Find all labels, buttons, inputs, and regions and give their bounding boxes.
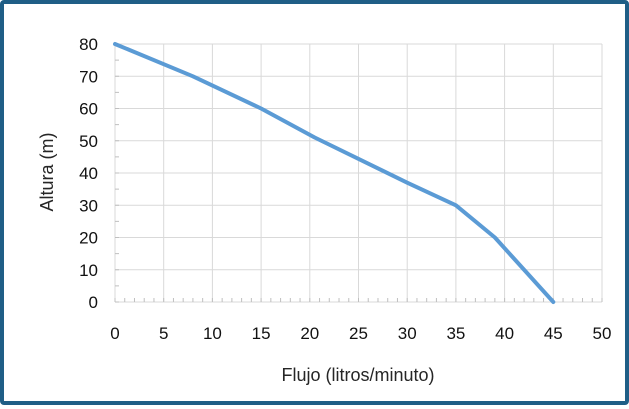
x-tick-label: 30: [398, 324, 417, 343]
x-tick-label: 40: [495, 324, 514, 343]
x-tick-label: 50: [593, 324, 612, 343]
grid-lines: [115, 44, 602, 302]
x-axis-title: Flujo (litros/minuto): [281, 365, 434, 385]
y-tick-label: 10: [79, 261, 98, 280]
x-tick-label: 25: [349, 324, 368, 343]
x-tick-label: 10: [203, 324, 222, 343]
x-tick-label: 35: [446, 324, 465, 343]
tick-labels: 0 10 20 30 40 50 60 70 80 0 5 10 15 20 25 30 35 40 45 50: [79, 35, 611, 343]
line-chart: 0 10 20 30 40 50 60 70 80 0 5 10 15 20 25 30 35 40 45 50 Fl…: [4, 4, 629, 409]
x-tick-label: 5: [159, 324, 168, 343]
x-tick-label: 45: [544, 324, 563, 343]
y-tick-label: 20: [79, 229, 98, 248]
y-tick-label: 70: [79, 67, 98, 86]
y-tick-label: 50: [79, 132, 98, 151]
x-tick-label: 20: [300, 324, 319, 343]
x-tick-label: 0: [110, 324, 119, 343]
y-tick-label: 80: [79, 35, 98, 54]
y-axis-title: Altura (m): [37, 132, 57, 211]
y-tick-label: 0: [89, 293, 98, 312]
y-tick-label: 40: [79, 164, 98, 183]
x-tick-label: 15: [252, 324, 271, 343]
y-tick-label: 30: [79, 196, 98, 215]
y-tick-label: 60: [79, 100, 98, 119]
